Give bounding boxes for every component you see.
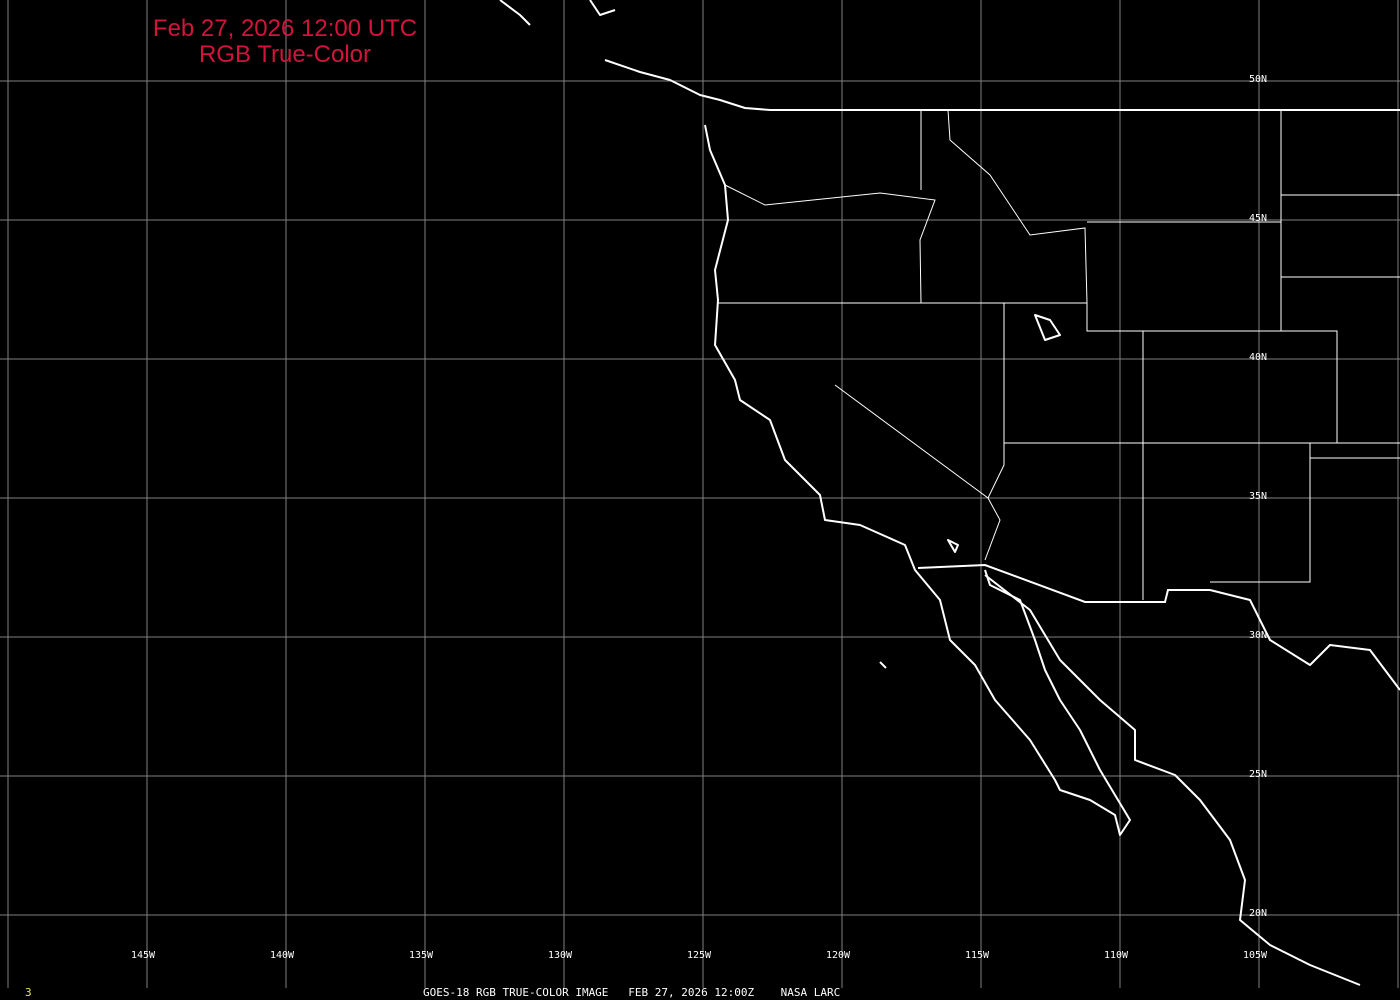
lon-label: 145W [131, 950, 156, 961]
lon-label: 130W [548, 950, 573, 961]
lon-label: 135W [409, 950, 434, 961]
lon-label: 110W [1104, 950, 1129, 961]
lat-label: 50N [1249, 74, 1268, 85]
coastline [499, 0, 1400, 986]
image-caption: GOES-18 RGB TRUE-COLOR IMAGE FEB 27, 202… [423, 986, 841, 999]
lon-label: 105W [1243, 950, 1268, 961]
lat-label: 30N [1249, 630, 1268, 641]
lon-label: 125W [687, 950, 712, 961]
political-borders [718, 109, 1400, 603]
lon-label: 120W [826, 950, 851, 961]
map-title: Feb 27, 2026 12:00 UTC [152, 15, 418, 42]
lon-label: 115W [965, 950, 990, 961]
lat-label: 20N [1249, 908, 1268, 919]
lat-label: 40N [1249, 352, 1268, 363]
map-subtitle: RGB True-Color [198, 41, 372, 68]
lon-label: 140W [270, 950, 295, 961]
lat-label: 35N [1249, 491, 1268, 502]
lat-label: 45N [1249, 213, 1268, 224]
frame-number: 3 [25, 986, 32, 999]
lat-label: 25N [1249, 769, 1268, 780]
